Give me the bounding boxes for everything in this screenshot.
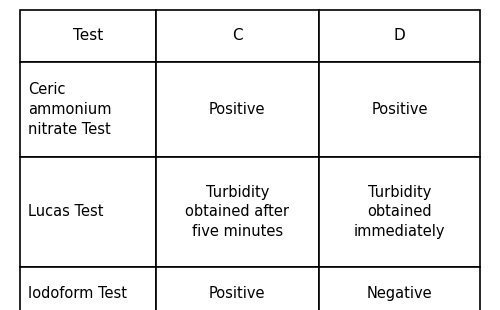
Bar bbox=[20, 62, 156, 157]
Bar bbox=[20, 10, 156, 62]
Text: Turbidity
obtained
immediately: Turbidity obtained immediately bbox=[354, 185, 446, 239]
Text: Ceric
ammonium
nitrate Test: Ceric ammonium nitrate Test bbox=[28, 82, 112, 137]
Bar bbox=[319, 10, 480, 62]
Text: C: C bbox=[232, 29, 242, 43]
Bar bbox=[319, 62, 480, 157]
Text: Turbidity
obtained after
five minutes: Turbidity obtained after five minutes bbox=[186, 185, 290, 239]
Text: Iodoform Test: Iodoform Test bbox=[28, 286, 127, 301]
Text: Negative: Negative bbox=[366, 286, 432, 301]
Bar bbox=[156, 62, 319, 157]
Bar bbox=[156, 10, 319, 62]
Text: Lucas Test: Lucas Test bbox=[28, 205, 104, 219]
Bar bbox=[156, 267, 319, 310]
Text: Positive: Positive bbox=[209, 102, 266, 117]
Bar bbox=[20, 267, 156, 310]
Bar bbox=[319, 157, 480, 267]
Text: Positive: Positive bbox=[371, 102, 428, 117]
Bar bbox=[156, 157, 319, 267]
Text: Test: Test bbox=[72, 29, 103, 43]
Bar bbox=[20, 157, 156, 267]
Text: Positive: Positive bbox=[209, 286, 266, 301]
Bar bbox=[319, 267, 480, 310]
Text: D: D bbox=[394, 29, 406, 43]
